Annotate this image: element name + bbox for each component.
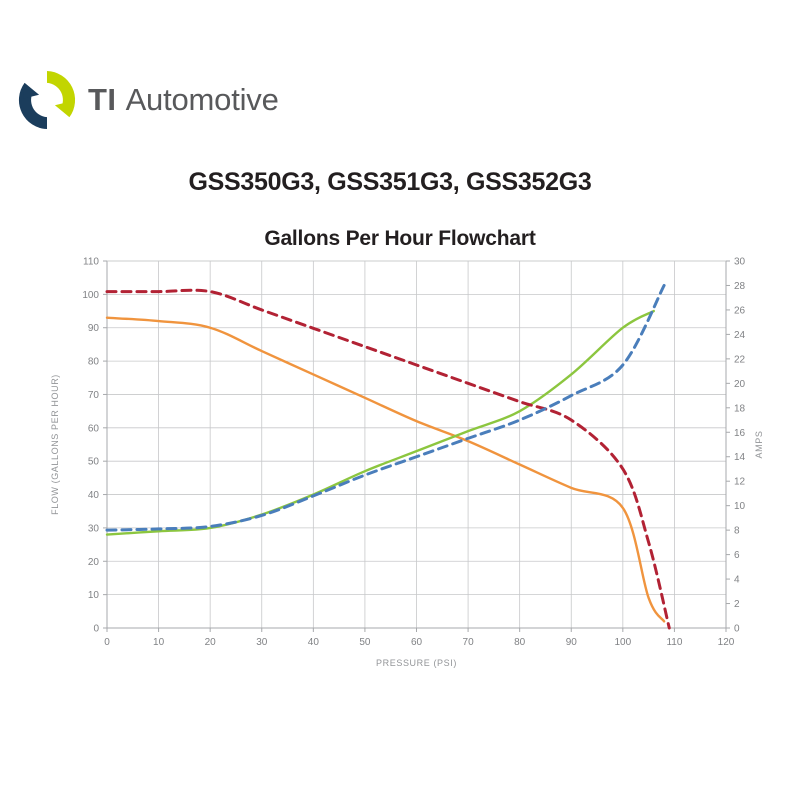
series-layer <box>105 283 671 630</box>
x-axis-tick-label: 20 <box>205 637 217 648</box>
y-axis-right-tick-label: 20 <box>734 379 746 390</box>
brand-wordmark: TI Automotive <box>88 82 279 118</box>
y-axis-right-tick-label: 12 <box>734 477 746 488</box>
series-line-1 <box>105 316 666 623</box>
y-axis-right-tick-label: 22 <box>734 354 746 365</box>
x-axis-tick-label: 30 <box>256 637 268 648</box>
x-axis-tick-label: 70 <box>463 637 475 648</box>
y-axis-left-tick-label: 80 <box>88 357 100 368</box>
y-axis-right-tick-label: 26 <box>734 305 746 316</box>
y-axis-left-tick-label: 90 <box>88 323 100 334</box>
series-line-4 <box>105 283 666 532</box>
y-axis-left-title: FLOW (GALLONS PER HOUR) <box>50 374 60 515</box>
x-axis-tick-label: 80 <box>514 637 526 648</box>
x-axis-tick-label: 90 <box>566 637 578 648</box>
y-axis-left-tick-label: 50 <box>88 457 100 468</box>
y-axis-right-tick-label: 10 <box>734 501 746 512</box>
y-axis-right-tick-label: 0 <box>734 624 740 635</box>
y-axis-right-tick-label: 18 <box>734 403 746 414</box>
y-axis-left-tick-label: 70 <box>88 390 100 401</box>
x-axis-tick-label: 120 <box>718 637 735 648</box>
y-axis-left-tick-label: 110 <box>83 257 99 268</box>
x-axis-tick-label: 50 <box>359 637 371 648</box>
y-axis-left-tick-label: 20 <box>88 557 100 568</box>
x-axis-tick-label: 40 <box>308 637 320 648</box>
x-axis-tick-label: 0 <box>104 637 110 648</box>
ti-automotive-logo-icon <box>18 70 76 130</box>
chart-title: Gallons Per Hour Flowchart <box>264 227 536 250</box>
x-axis-tick-label: 110 <box>666 637 682 648</box>
brand-name-ti: TI <box>88 82 117 117</box>
y-axis-left-tick-label: 10 <box>88 590 100 601</box>
plot-frame <box>103 260 730 632</box>
y-axis-left-tick-label: 0 <box>93 624 99 635</box>
product-models-title: GSS350G3, GSS351G3, GSS352G3 <box>188 168 592 196</box>
y-axis-right-tick-label: 24 <box>734 330 746 341</box>
y-axis-right-tick-label: 28 <box>734 281 746 292</box>
y-axis-left-tick-label: 60 <box>88 423 100 434</box>
x-axis-title: PRESSURE (PSI) <box>376 658 457 668</box>
y-axis-right-tick-label: 4 <box>734 575 740 586</box>
y-axis-left-tick-label: 100 <box>82 290 99 301</box>
series-line-3 <box>105 288 671 630</box>
y-axis-right-tick-label: 30 <box>734 257 746 268</box>
y-axis-right-tick-label: 8 <box>734 526 740 537</box>
series-line-2 <box>105 309 655 536</box>
y-axis-right-tick-label: 2 <box>734 599 740 610</box>
x-axis-tick-label: 10 <box>153 637 165 648</box>
axis-labels-layer: 0102030405060708090100110024681012141618… <box>50 257 764 669</box>
y-axis-right-tick-label: 16 <box>734 428 746 439</box>
y-axis-right-tick-label: 6 <box>734 550 740 561</box>
x-axis-tick-label: 100 <box>614 637 631 648</box>
y-axis-left-tick-label: 40 <box>88 490 100 501</box>
y-axis-right-title: AMPS <box>754 431 764 459</box>
x-axis-tick-label: 60 <box>411 637 423 648</box>
y-axis-right-tick-label: 14 <box>734 452 746 463</box>
brand-header: TI Automotive <box>14 62 279 138</box>
grid-layer <box>107 260 726 628</box>
y-axis-left-tick-label: 30 <box>88 523 100 534</box>
brand-name-automotive: Automotive <box>125 82 279 117</box>
